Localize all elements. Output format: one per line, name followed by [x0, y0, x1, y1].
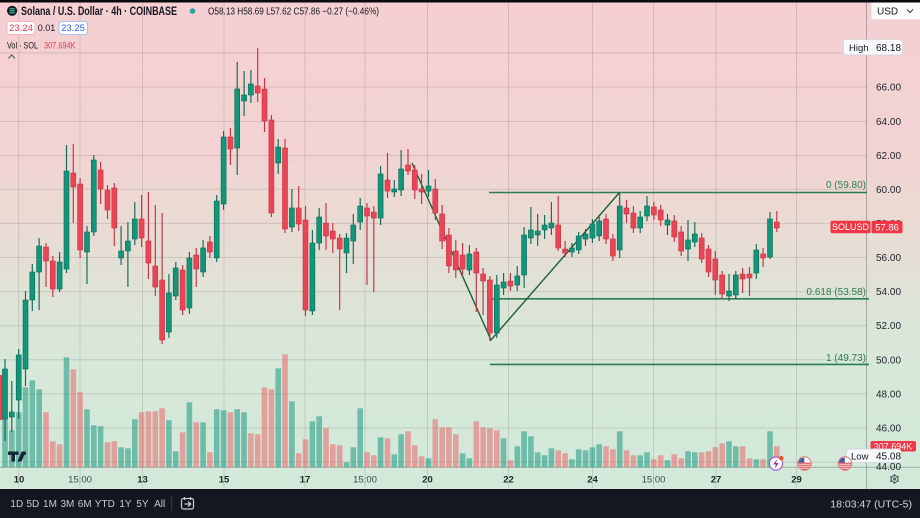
- svg-text:23.24: 23.24: [9, 23, 33, 34]
- svg-text:0.618 (53.58): 0.618 (53.58): [807, 287, 867, 298]
- svg-text:57.86: 57.86: [875, 222, 899, 233]
- svg-text:13: 13: [137, 475, 148, 486]
- svg-text:6M: 6M: [78, 499, 92, 510]
- svg-text:15:00: 15:00: [68, 475, 92, 486]
- svg-text:27: 27: [711, 475, 722, 486]
- svg-text:24: 24: [587, 475, 598, 486]
- svg-text:20: 20: [422, 475, 433, 486]
- svg-text:0.01: 0.01: [38, 23, 56, 33]
- svg-text:Solana / U.S. Dollar · 4h · CO: Solana / U.S. Dollar · 4h · COINBASE: [21, 6, 177, 18]
- svg-text:48.00: 48.00: [876, 389, 901, 400]
- svg-text:3M: 3M: [60, 499, 74, 510]
- svg-text:15: 15: [219, 475, 230, 486]
- svg-text:0 (59.80): 0 (59.80): [826, 180, 866, 191]
- svg-text:High: High: [849, 43, 869, 54]
- svg-text:52.00: 52.00: [876, 321, 901, 332]
- svg-text:SOLUSD: SOLUSD: [832, 222, 870, 232]
- svg-text:18:03:47 (UTC-5): 18:03:47 (UTC-5): [830, 499, 912, 511]
- svg-text:15:00: 15:00: [353, 475, 377, 486]
- svg-text:56.00: 56.00: [876, 253, 901, 264]
- svg-text:1 (49.73): 1 (49.73): [826, 353, 866, 364]
- svg-text:1Y: 1Y: [119, 499, 132, 510]
- svg-text:307.694K: 307.694K: [44, 41, 76, 52]
- svg-text:307.694K: 307.694K: [874, 441, 913, 451]
- svg-text:USD: USD: [877, 7, 898, 18]
- svg-text:1M: 1M: [43, 499, 57, 510]
- svg-text:Low: Low: [851, 451, 869, 462]
- svg-text:68.18: 68.18: [876, 43, 901, 54]
- svg-text:50.00: 50.00: [876, 355, 901, 366]
- svg-text:60.00: 60.00: [876, 185, 901, 196]
- svg-text:O58.13 H58.69 L57.62 C57.86 −0: O58.13 H58.69 L57.62 C57.86 −0.27 (−0.46…: [208, 7, 379, 18]
- svg-text:10: 10: [14, 475, 25, 486]
- svg-text:45.08: 45.08: [876, 452, 901, 463]
- svg-text:62.00: 62.00: [876, 151, 901, 162]
- svg-text:64.00: 64.00: [876, 117, 901, 128]
- svg-text:66.00: 66.00: [876, 83, 901, 94]
- svg-text:5Y: 5Y: [136, 499, 149, 510]
- svg-text:Vol · SOL: Vol · SOL: [7, 41, 38, 52]
- svg-text:YTD: YTD: [95, 499, 115, 510]
- svg-text:22: 22: [503, 475, 514, 486]
- svg-text:5D: 5D: [27, 499, 40, 510]
- svg-text:All: All: [154, 499, 165, 510]
- svg-text:44.00: 44.00: [876, 462, 901, 473]
- svg-text:29: 29: [791, 475, 802, 486]
- svg-text:23.25: 23.25: [61, 23, 85, 34]
- svg-text:54.00: 54.00: [876, 287, 901, 298]
- svg-text:17: 17: [300, 475, 311, 486]
- svg-text:15:00: 15:00: [642, 475, 666, 486]
- svg-text:1D: 1D: [10, 499, 23, 510]
- svg-text:46.00: 46.00: [876, 424, 901, 435]
